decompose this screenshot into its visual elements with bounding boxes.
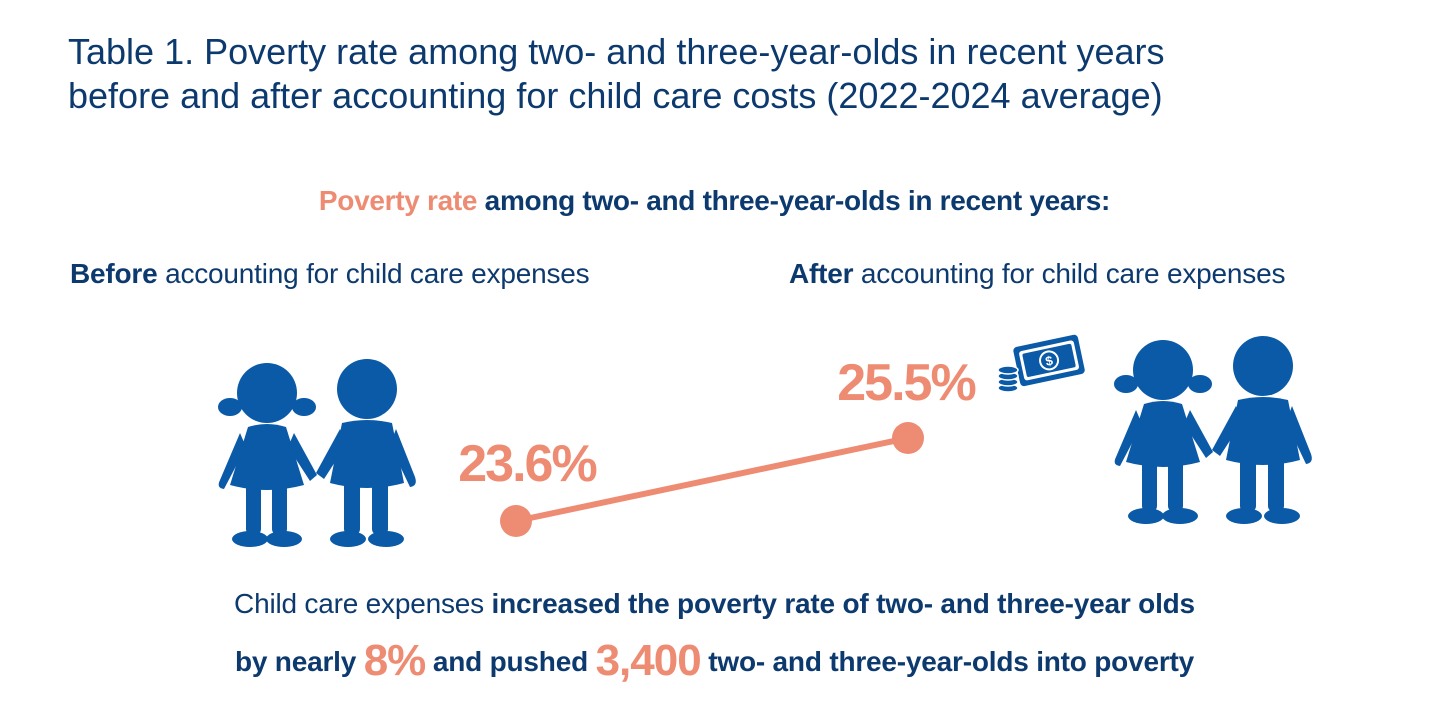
- summary-line-1: Child care expenses increased the povert…: [0, 588, 1429, 620]
- summary-line-2: by nearly 8% and pushed 3,400 two- and t…: [0, 636, 1429, 686]
- summary-line-1-plain: Child care expenses: [234, 588, 492, 619]
- two-children-after-icon: [1114, 336, 1312, 524]
- before-heading-rest: accounting for child care expenses: [157, 258, 590, 289]
- data-label-before: 23.6%: [458, 435, 596, 493]
- title-line-2: before and after accounting for child ca…: [68, 75, 1163, 116]
- trend-line: [513, 435, 911, 524]
- chart-subtitle: Poverty rate among two- and three-year-o…: [0, 185, 1429, 217]
- data-label-after: 25.5%: [837, 354, 975, 412]
- two-children-before-icon: [218, 359, 416, 547]
- summary-line-1-bold: increased the poverty rate of two- and t…: [491, 588, 1196, 619]
- before-heading-bold: Before: [70, 258, 158, 289]
- summary-by-nearly: by nearly: [234, 646, 364, 677]
- money-icon: $: [997, 334, 1085, 393]
- summary-children-count: 3,400: [595, 636, 702, 685]
- subtitle-accent: Poverty rate: [318, 185, 478, 216]
- after-heading-bold: After: [789, 258, 854, 289]
- data-point-before: [500, 505, 532, 537]
- data-point-after: [892, 422, 924, 454]
- summary-into-poverty: two- and three-year-olds into poverty: [700, 646, 1195, 677]
- page-title: Table 1. Poverty rate among two- and thr…: [68, 30, 1368, 118]
- title-line-1: Table 1. Poverty rate among two- and thr…: [68, 31, 1165, 72]
- subtitle-rest: among two- and three-year-olds in recent…: [477, 185, 1111, 216]
- before-heading: Before accounting for child care expense…: [70, 258, 590, 290]
- after-heading: After accounting for child care expenses: [789, 258, 1285, 290]
- after-heading-rest: accounting for child care expenses: [853, 258, 1286, 289]
- svg-text:$: $: [1044, 353, 1055, 369]
- summary-and-pushed: and pushed: [425, 646, 596, 677]
- summary-percent-increase: 8%: [363, 636, 427, 685]
